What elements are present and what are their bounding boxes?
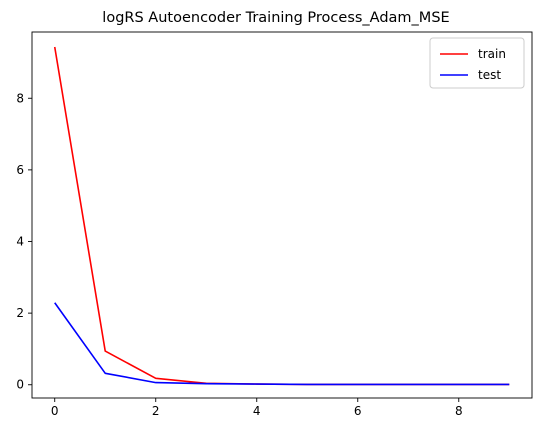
legend-label-test: test [478, 68, 501, 82]
series-line-train [53, 46, 510, 386]
legend-box [429, 37, 525, 89]
y-tick-label: 6 [16, 163, 24, 177]
x-tick-label: 6 [354, 404, 362, 418]
y-tick-label: 0 [16, 378, 24, 392]
x-tick-label: 8 [455, 404, 463, 418]
plot-area: 0 2 4 6 8 0 2 4 6 8 train test [16, 31, 533, 418]
axes-frame [31, 31, 533, 399]
series-line-test [54, 302, 510, 386]
legend-label-train: train [478, 47, 506, 61]
y-tick-label: 8 [16, 91, 24, 105]
chart-title: logRS Autoencoder Training Process_Adam_… [102, 10, 449, 26]
y-tick-label: 4 [16, 235, 24, 249]
x-tick-label: 2 [152, 404, 160, 418]
y-tick-label: 2 [16, 306, 24, 320]
x-tick-label: 0 [51, 404, 59, 418]
x-tick-label: 4 [253, 404, 261, 418]
